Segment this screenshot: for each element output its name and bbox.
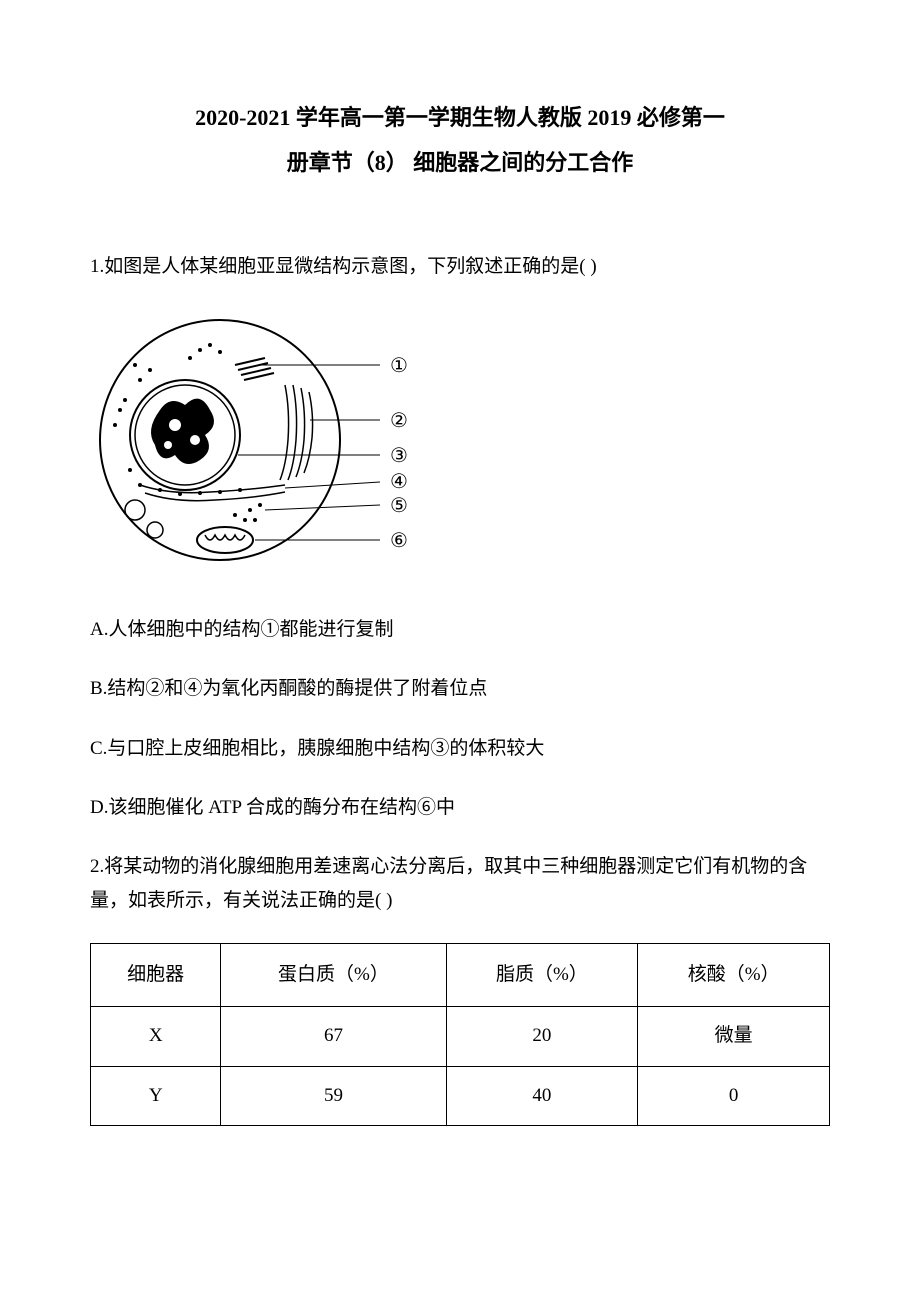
table-cell-y-nucleic: 0 — [638, 1066, 830, 1125]
diagram-label-6: ⑥ — [390, 530, 408, 552]
table-header-protein: 蛋白质（%） — [221, 944, 446, 1007]
document-title-line1: 2020-2021 学年高一第一学期生物人教版 2019 必修第一 — [90, 100, 830, 135]
organelle-table: 细胞器 蛋白质（%） 脂质（%） 核酸（%） X 67 20 微量 Y 59 4… — [90, 943, 830, 1126]
question1-option-b: B.结构②和④为氧化丙酮酸的酶提供了附着位点 — [90, 672, 830, 706]
table-header-row: 细胞器 蛋白质（%） 脂质（%） 核酸（%） — [91, 944, 830, 1007]
table-cell-y-lipid: 40 — [446, 1066, 638, 1125]
diagram-label-2: ② — [390, 410, 408, 432]
diagram-label-3: ③ — [390, 445, 408, 467]
table-row: Y 59 40 0 — [91, 1066, 830, 1125]
table-cell-x-lipid: 20 — [446, 1007, 638, 1066]
diagram-label-1: ① — [390, 355, 408, 377]
table-cell-x-nucleic: 微量 — [638, 1007, 830, 1066]
question1-text: 1.如图是人体某细胞亚显微结构示意图，下列叙述正确的是( ) — [90, 250, 830, 284]
table-header-lipid: 脂质（%） — [446, 944, 638, 1007]
table-header-organelle: 细胞器 — [91, 944, 221, 1007]
table-cell-y-protein: 59 — [221, 1066, 446, 1125]
table-row: X 67 20 微量 — [91, 1007, 830, 1066]
question1-option-c: C.与口腔上皮细胞相比，胰腺细胞中结构③的体积较大 — [90, 732, 830, 766]
diagram-label-4: ④ — [390, 471, 408, 493]
table-header-nucleic: 核酸（%） — [638, 944, 830, 1007]
question2-text: 2.将某动物的消化腺细胞用差速离心法分离后，取其中三种细胞器测定它们有机物的含量… — [90, 850, 830, 918]
table-cell-x-name: X — [91, 1007, 221, 1066]
question1-option-d: D.该细胞催化 ATP 合成的酶分布在结构⑥中 — [90, 791, 830, 825]
document-title-line2: 册章节（8） 细胞器之间的分工合作 — [90, 145, 830, 180]
diagram-label-5: ⑤ — [390, 495, 408, 517]
cell-diagram: ① ② ③ ④ ⑤ ⑥ — [90, 310, 830, 584]
question1-option-a: A.人体细胞中的结构①都能进行复制 — [90, 613, 830, 647]
table-cell-x-protein: 67 — [221, 1007, 446, 1066]
table-cell-y-name: Y — [91, 1066, 221, 1125]
